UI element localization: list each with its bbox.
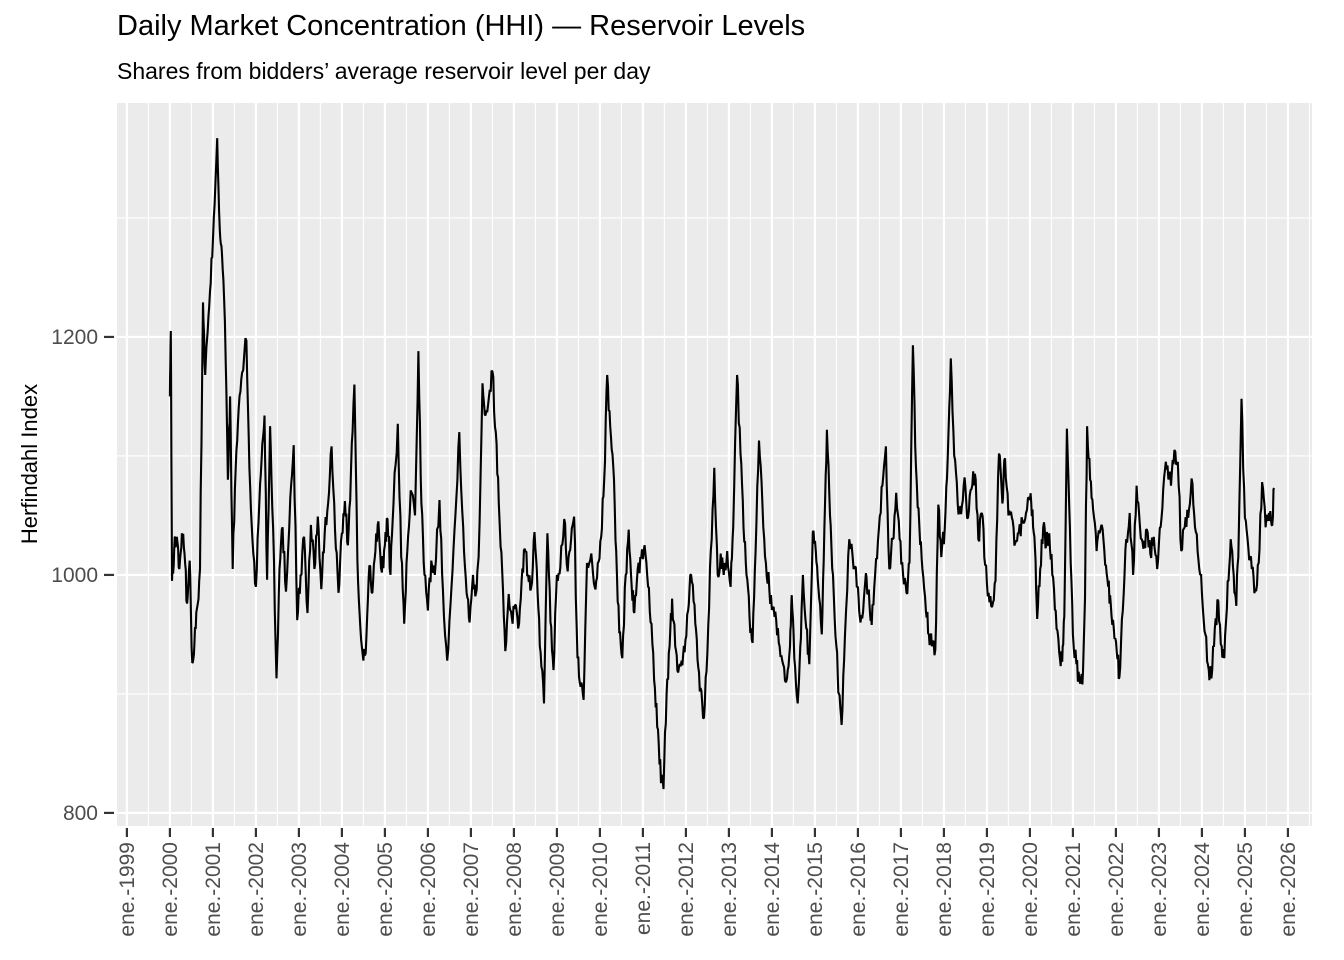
chart-title: Daily Market Concentration (HHI) — Reser… <box>117 10 806 42</box>
x-tick-label: ene.-2002 <box>245 842 268 937</box>
x-tick-label: ene.-2006 <box>417 842 440 937</box>
x-tick-label: ene.-2026 <box>1277 842 1300 937</box>
x-tick-label: ene.-2016 <box>847 842 870 937</box>
x-tick-label: ene.-2004 <box>331 842 354 937</box>
x-tick-label: ene.-2014 <box>761 842 784 937</box>
x-tick-label: ene.-2008 <box>503 842 526 937</box>
x-tick-label: ene.-2018 <box>933 842 956 937</box>
hhi-line <box>168 138 1276 790</box>
x-tick-label: ene.-2023 <box>1148 842 1171 937</box>
chart-subtitle: Shares from bidders’ average reservoir l… <box>117 58 651 84</box>
x-tick-label: ene.-2017 <box>890 842 913 937</box>
x-tick-label: ene.-2009 <box>546 842 569 937</box>
x-tick-label: ene.-2021 <box>1062 842 1085 937</box>
x-tick-label: ene.-2020 <box>1019 842 1042 937</box>
x-tick-label: ene.-2001 <box>202 842 225 937</box>
y-tick-label: 1200 <box>51 326 98 349</box>
y-tick-label: 1000 <box>51 564 98 587</box>
plot-panel <box>117 103 1312 826</box>
x-tick-label: ene.-2024 <box>1191 842 1214 937</box>
x-tick-label: ene.-2019 <box>976 842 999 937</box>
x-tick-label: ene.-2005 <box>374 842 397 937</box>
x-tick-label: ene.-2025 <box>1234 842 1257 937</box>
x-tick-label: ene.-2022 <box>1105 842 1128 937</box>
y-tick-label: 800 <box>63 802 98 825</box>
x-tick-label: ene.-2011 <box>632 842 655 935</box>
x-tick-label: ene.-2012 <box>675 842 698 937</box>
x-tick-label: ene.-2003 <box>288 842 311 937</box>
x-tick-label: ene.-2015 <box>804 842 827 937</box>
x-tick-label: ene.-1999 <box>116 842 139 937</box>
x-tick-label: ene.-2010 <box>589 842 612 937</box>
x-tick-label: ene.-2000 <box>159 842 182 937</box>
x-tick-label: ene.-2013 <box>718 842 741 937</box>
x-tick-label: ene.-2007 <box>460 842 483 937</box>
